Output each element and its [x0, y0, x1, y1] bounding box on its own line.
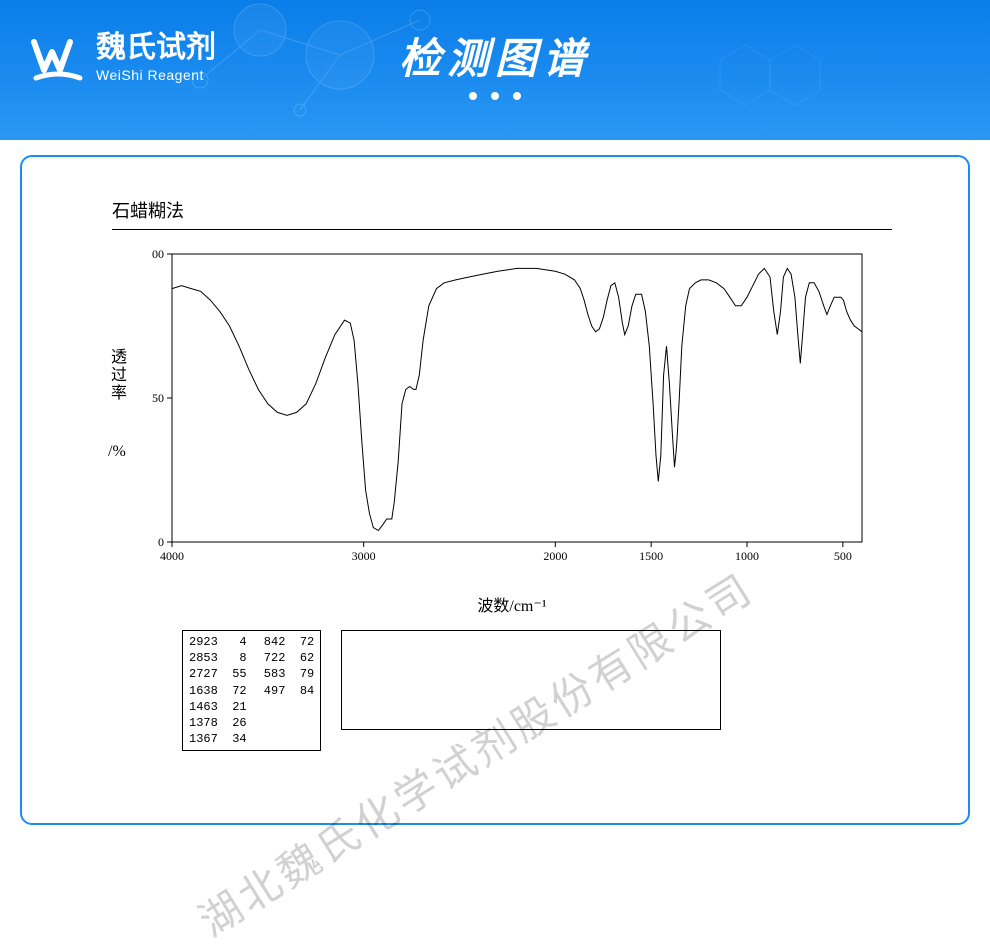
svg-text:3000: 3000	[352, 549, 376, 563]
header-banner: 魏氏试剂 WeiShi Reagent 检测图谱	[0, 0, 990, 140]
svg-text:50: 50	[152, 391, 164, 405]
method-title: 石蜡糊法	[112, 197, 892, 223]
title-dots	[469, 92, 521, 100]
peak-col-2: 842 72 722 62 583 79 497 84	[257, 634, 315, 747]
spectrum-report: 石蜡糊法 透过率 /% 0501004000300020001500100050…	[112, 197, 892, 751]
y-axis-unit: /%	[108, 443, 126, 461]
bottom-row: 2923 4 2853 8 2727 55 1638 72 1463 21 13…	[182, 630, 892, 751]
svg-text:2000: 2000	[543, 549, 567, 563]
logo-text-en: WeiShi Reagent	[96, 67, 216, 83]
svg-text:500: 500	[834, 549, 852, 563]
y-axis-label: 透过率	[104, 348, 128, 402]
svg-text:4000: 4000	[160, 549, 184, 563]
content-frame: 湖北魏氏化学试剂股份有限公司 石蜡糊法 透过率 /% 0501004000300…	[20, 155, 970, 825]
peak-col-1: 2923 4 2853 8 2727 55 1638 72 1463 21 13…	[189, 634, 247, 747]
svg-text:0: 0	[158, 535, 164, 549]
chart-svg: 0 50 100 4000 3000 2000 1500 1000 500	[152, 248, 872, 588]
logo-icon	[30, 30, 86, 86]
x-axis-label: 波数/cm⁻¹	[152, 592, 872, 616]
logo-text-cn: 魏氏试剂	[96, 33, 216, 63]
svg-text:1500: 1500	[639, 549, 663, 563]
peak-table: 2923 4 2853 8 2727 55 1638 72 1463 21 13…	[182, 630, 321, 751]
empty-info-box	[341, 630, 721, 730]
ir-chart: 透过率 /% 05010040003000200015001000500	[152, 248, 872, 588]
page-title: 检测图谱	[399, 25, 591, 86]
divider	[112, 229, 892, 230]
svg-text:100: 100	[152, 248, 164, 261]
svg-text:1000: 1000	[735, 549, 759, 563]
logo: 魏氏试剂 WeiShi Reagent	[30, 30, 216, 86]
